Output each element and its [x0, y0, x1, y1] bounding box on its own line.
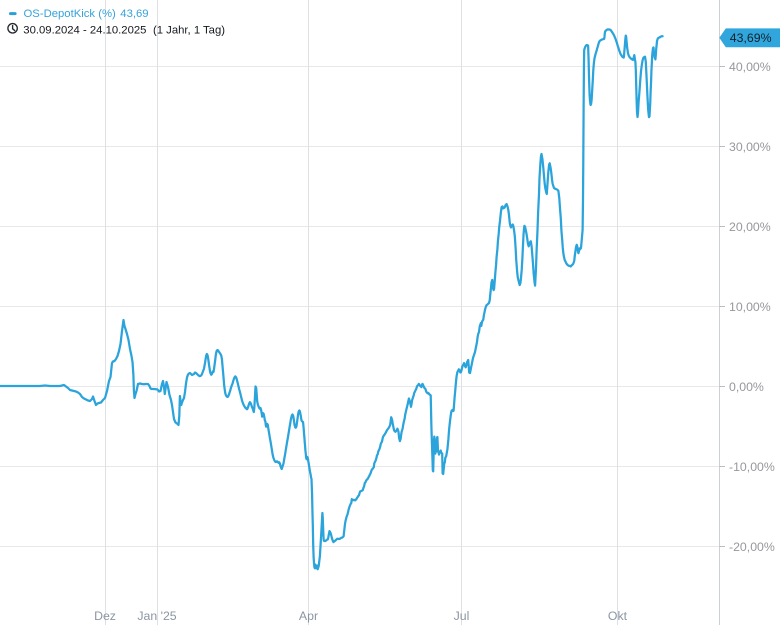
svg-text:-10,00%: -10,00%	[729, 460, 775, 474]
svg-text:43,69%: 43,69%	[730, 31, 772, 45]
svg-text:20,00%: 20,00%	[729, 220, 771, 234]
svg-text:30.09.2024 - 24.10.2025: 30.09.2024 - 24.10.2025	[23, 25, 146, 37]
svg-text:40,00%: 40,00%	[729, 60, 771, 74]
svg-text:Jan '25: Jan '25	[137, 609, 176, 623]
svg-text:Okt: Okt	[608, 609, 628, 623]
svg-text:30,00%: 30,00%	[729, 140, 771, 154]
svg-text:10,00%: 10,00%	[729, 300, 771, 314]
svg-text:43,69: 43,69	[120, 8, 148, 20]
svg-text:Dez: Dez	[94, 609, 116, 623]
svg-text:OS-DepotKick (%): OS-DepotKick (%)	[24, 8, 117, 20]
svg-text:Apr: Apr	[299, 609, 318, 623]
svg-text:Jul: Jul	[454, 609, 470, 623]
svg-text:0,00%: 0,00%	[729, 380, 764, 394]
svg-text:(1 Jahr, 1 Tag): (1 Jahr, 1 Tag)	[153, 25, 225, 37]
svg-text:-20,00%: -20,00%	[729, 540, 775, 554]
